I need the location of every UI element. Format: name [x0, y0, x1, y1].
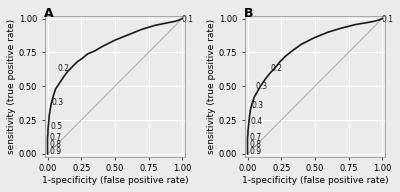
Text: 0.8: 0.8 — [50, 140, 62, 149]
Text: 0.3: 0.3 — [251, 101, 263, 110]
Text: 0.9: 0.9 — [50, 147, 62, 156]
Text: 0.3: 0.3 — [51, 98, 63, 107]
Y-axis label: sensitivity (true positive rate): sensitivity (true positive rate) — [7, 19, 16, 154]
Text: 0.9: 0.9 — [250, 147, 262, 156]
X-axis label: 1-specificity (false positive rate): 1-specificity (false positive rate) — [242, 176, 388, 185]
Text: 0.2: 0.2 — [271, 64, 283, 73]
X-axis label: 1-specificity (false positive rate): 1-specificity (false positive rate) — [42, 176, 188, 185]
Text: B: B — [244, 7, 253, 20]
Text: 0.5: 0.5 — [50, 122, 63, 131]
Text: 0.1: 0.1 — [181, 15, 193, 24]
Text: 0.4: 0.4 — [250, 117, 263, 126]
Y-axis label: sensitivity (true positive rate): sensitivity (true positive rate) — [207, 19, 216, 154]
Text: 0.2: 0.2 — [57, 64, 69, 73]
Text: A: A — [44, 7, 53, 20]
Text: 0.3: 0.3 — [256, 82, 268, 91]
Text: 0.8: 0.8 — [250, 140, 262, 149]
Text: 0.7: 0.7 — [250, 133, 262, 142]
Text: 0.1: 0.1 — [381, 15, 393, 24]
Text: 0.7: 0.7 — [50, 133, 62, 142]
